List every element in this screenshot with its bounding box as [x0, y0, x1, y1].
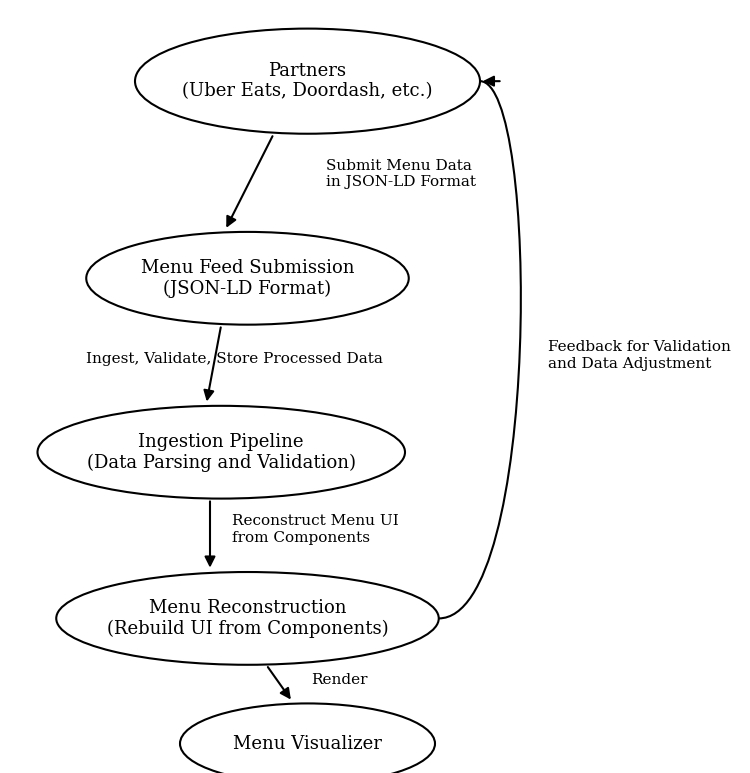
Ellipse shape — [38, 406, 405, 499]
Text: Menu Feed Submission
(JSON-LD Format): Menu Feed Submission (JSON-LD Format) — [141, 259, 354, 298]
Ellipse shape — [86, 232, 409, 325]
Ellipse shape — [135, 29, 480, 134]
Text: Menu Reconstruction
(Rebuild UI from Components): Menu Reconstruction (Rebuild UI from Com… — [106, 599, 388, 638]
Text: Menu Visualizer: Menu Visualizer — [233, 734, 382, 753]
Text: Reconstruct Menu UI
from Components: Reconstruct Menu UI from Components — [232, 514, 399, 545]
Text: Partners
(Uber Eats, Doordash, etc.): Partners (Uber Eats, Doordash, etc.) — [182, 62, 433, 100]
Text: Ingest, Validate, Store Processed Data: Ingest, Validate, Store Processed Data — [86, 352, 383, 366]
Ellipse shape — [180, 703, 435, 773]
Text: Ingestion Pipeline
(Data Parsing and Validation): Ingestion Pipeline (Data Parsing and Val… — [87, 433, 356, 472]
Text: Render: Render — [311, 673, 368, 687]
Ellipse shape — [56, 572, 439, 665]
Text: Feedback for Validation
and Data Adjustment: Feedback for Validation and Data Adjustm… — [548, 340, 730, 371]
Text: Submit Menu Data
in JSON-LD Format: Submit Menu Data in JSON-LD Format — [326, 158, 476, 189]
